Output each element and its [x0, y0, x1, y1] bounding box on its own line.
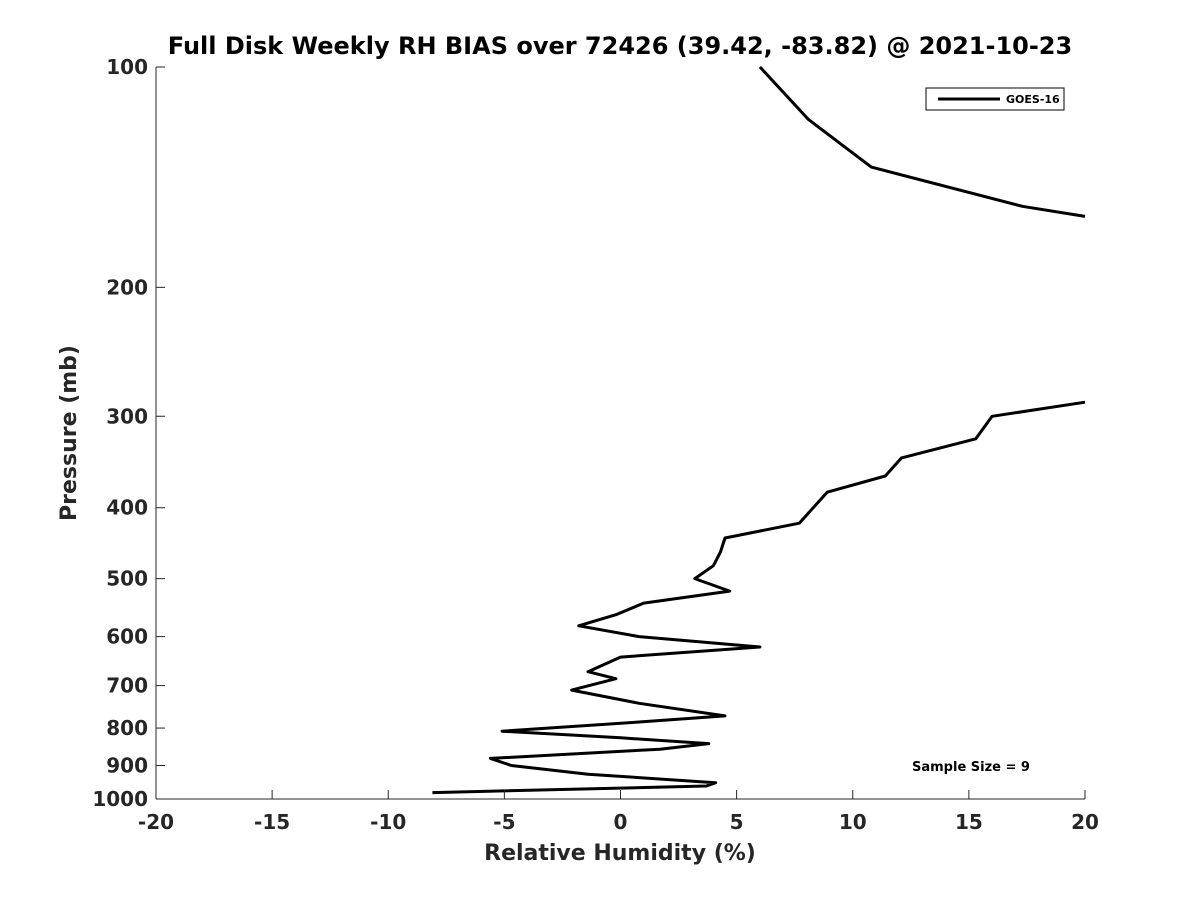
y-ticks: 100 200 300 400 500 600 700 800 900 1000: [92, 55, 165, 811]
chart-title: Full Disk Weekly RH BIAS over 72426 (39.…: [168, 32, 1072, 60]
y-tick-label: 200: [106, 275, 148, 299]
x-tick-label: -5: [493, 810, 515, 834]
legend-label: GOES-16: [1006, 93, 1060, 106]
sample-size-annotation: Sample Size = 9: [912, 760, 1030, 775]
y-tick-label: 900: [106, 754, 148, 778]
x-tick-label: 15: [955, 810, 983, 834]
y-tick-label: 700: [106, 674, 148, 698]
x-tick-label: 5: [730, 810, 744, 834]
series-line-2: [432, 400, 1086, 795]
y-axis-label: Pressure (mb): [57, 345, 82, 521]
x-ticks: -20 -15 -10 -5 0 5 10 15 20: [138, 790, 1099, 834]
y-tick-label: 300: [106, 404, 148, 428]
x-tick-label: -20: [138, 810, 174, 834]
y-tick-label: 500: [106, 567, 148, 591]
x-tick-label: -10: [370, 810, 406, 834]
y-tick-label: 100: [106, 55, 148, 79]
y-tick-label: 400: [106, 496, 148, 520]
series-line-1: [758, 65, 1086, 218]
x-axis-label: Relative Humidity (%): [484, 841, 756, 866]
x-tick-label: 0: [614, 810, 628, 834]
plot-lines: [432, 65, 1086, 795]
x-tick-label: 20: [1071, 810, 1099, 834]
y-tick-label: 600: [106, 625, 148, 649]
x-tick-label: -15: [254, 810, 290, 834]
x-tick-label: 10: [839, 810, 867, 834]
axes: [155, 67, 1085, 800]
y-tick-label: 800: [106, 716, 148, 740]
legend: GOES-16: [925, 87, 1065, 111]
y-tick-label: 1000: [92, 787, 148, 811]
